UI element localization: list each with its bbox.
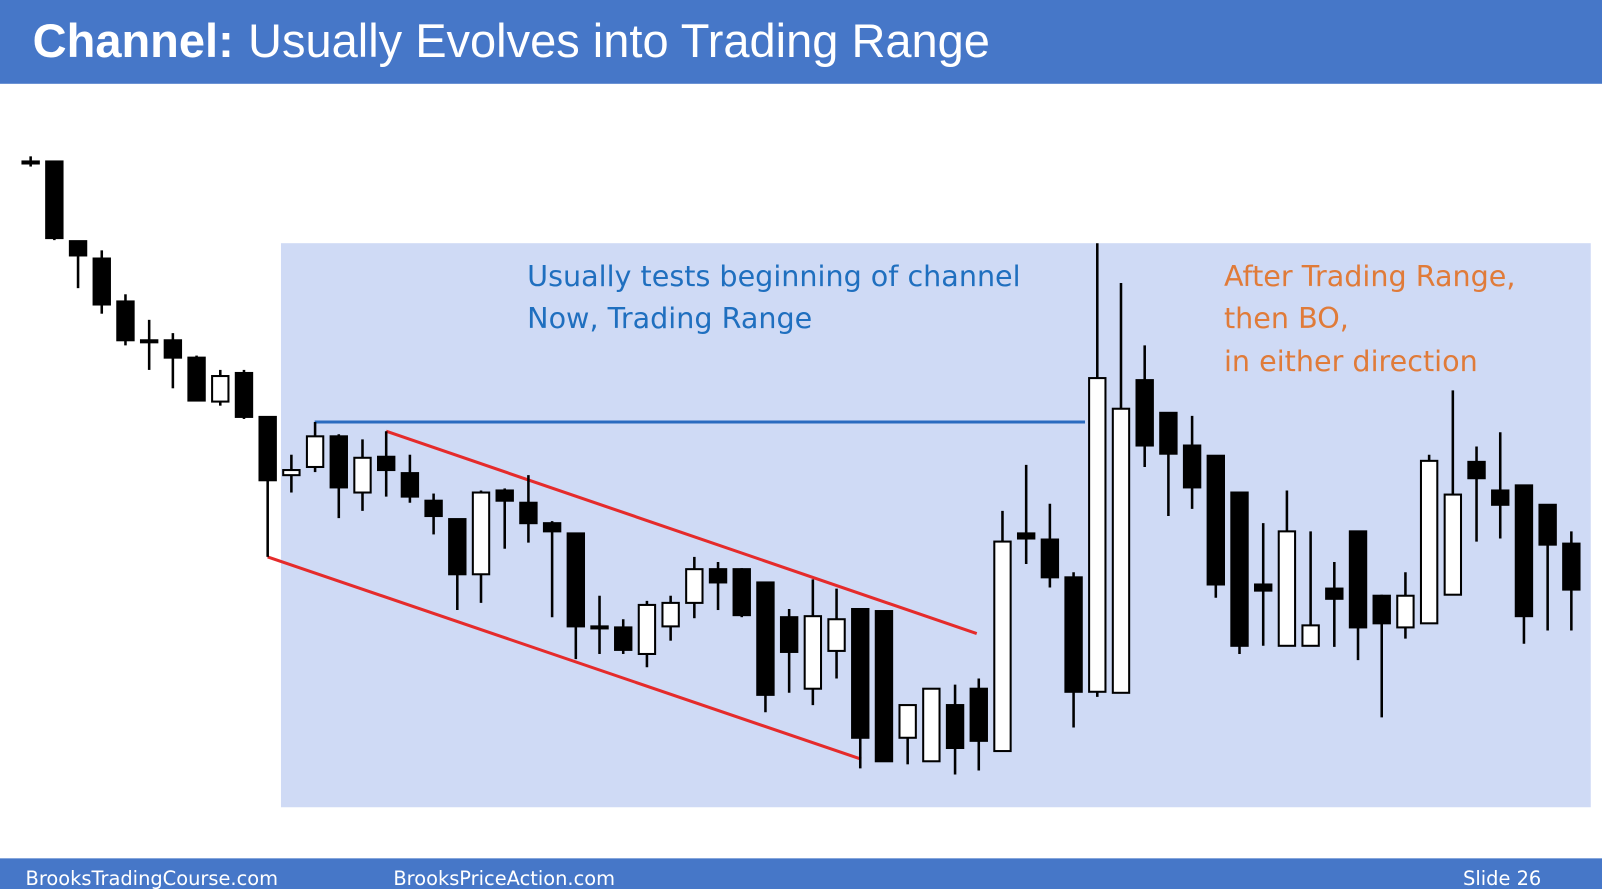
candle-body xyxy=(1538,503,1557,546)
candle-body xyxy=(922,687,941,763)
slide-title: Channel: Usually Evolves into Trading Ran… xyxy=(33,14,990,67)
candle-body xyxy=(1016,532,1036,540)
candle-body xyxy=(305,435,325,469)
candle-body xyxy=(1277,530,1297,647)
candle-body xyxy=(851,607,870,739)
channel-top-line xyxy=(385,429,978,635)
candle-body xyxy=(756,581,775,696)
candle-body xyxy=(1206,454,1225,586)
candle-body xyxy=(945,704,965,750)
candle-body xyxy=(898,704,917,739)
candle-body xyxy=(779,616,799,653)
candle-body xyxy=(614,626,633,651)
candle-body xyxy=(448,518,467,576)
annotation-left: Usually tests beginning of channel Now, … xyxy=(527,259,1020,335)
annotation: then BO, xyxy=(1224,301,1349,335)
footer-bar xyxy=(0,858,1602,889)
candle-body xyxy=(1443,493,1463,596)
candle-body xyxy=(542,522,562,533)
annotation: in either direction xyxy=(1224,344,1478,378)
candles xyxy=(21,156,1581,775)
candle-body xyxy=(1372,594,1391,625)
candle-body xyxy=(1230,491,1249,647)
candle-body xyxy=(92,257,111,306)
candle-body xyxy=(21,160,40,165)
candle-body xyxy=(1467,460,1486,480)
slide-number: Slide 26 xyxy=(1463,867,1541,889)
candle-body xyxy=(1182,444,1202,489)
candle-body xyxy=(1135,379,1154,447)
candle-body xyxy=(45,160,64,240)
candle-body xyxy=(993,540,1012,753)
candle-body xyxy=(353,456,372,494)
candle-body xyxy=(163,339,183,359)
candle-body xyxy=(519,501,538,525)
candle-body xyxy=(1419,459,1439,625)
candle-body xyxy=(282,469,301,477)
candle-body xyxy=(874,610,894,763)
candle-body xyxy=(637,603,657,655)
candle-body xyxy=(590,625,609,630)
channel-bottom-line xyxy=(267,555,862,761)
candle-body xyxy=(827,618,846,652)
candle-body xyxy=(1159,411,1178,455)
footer: BrooksTradingCourse.com BrooksPriceActio… xyxy=(26,867,1542,889)
candle-body xyxy=(139,339,159,344)
candle-body xyxy=(1064,576,1083,693)
annotation: After Trading Range, xyxy=(1224,259,1515,293)
title-text: Usually Evolves into Trading Range xyxy=(248,14,990,67)
candle-body xyxy=(803,615,823,690)
candle-body xyxy=(1396,594,1415,629)
candle-body xyxy=(400,472,420,498)
annotation: Usually tests beginning of channel xyxy=(527,259,1020,293)
candle-body xyxy=(1111,407,1131,694)
candle-body xyxy=(187,356,206,402)
candle-body xyxy=(566,532,586,628)
annotation: Now, Trading Range xyxy=(527,301,812,335)
candle-body xyxy=(1325,587,1344,600)
candle-body xyxy=(68,240,88,257)
candle-body xyxy=(471,491,491,576)
candle-body xyxy=(424,499,443,518)
candle-body xyxy=(377,455,396,472)
candle-body xyxy=(258,415,277,482)
candle-body xyxy=(1040,538,1060,579)
footer-link: BrooksPriceAction.com xyxy=(393,867,615,889)
candle-body xyxy=(1301,624,1320,647)
candle-body xyxy=(1348,530,1368,629)
candle-body xyxy=(1562,542,1581,591)
candle-body xyxy=(969,687,988,742)
candle-body xyxy=(116,300,135,342)
candle-body xyxy=(1514,484,1534,618)
candle-body xyxy=(661,601,680,628)
candle-body xyxy=(211,375,230,403)
footer-link: BrooksTradingCourse.com xyxy=(26,867,279,889)
candle-body xyxy=(329,435,348,489)
candle-body xyxy=(708,568,728,584)
candle-body xyxy=(685,568,704,604)
header-bar xyxy=(0,0,1602,84)
candle-body xyxy=(1088,377,1107,693)
candle-body xyxy=(732,568,751,617)
annotation-right: After Trading Range, then BO, in either … xyxy=(1224,259,1515,378)
candle-body xyxy=(495,489,514,502)
candle-body xyxy=(1254,583,1273,592)
candle-body xyxy=(1491,489,1510,506)
title-bold: Channel: xyxy=(33,14,234,67)
candle-body xyxy=(234,371,254,418)
